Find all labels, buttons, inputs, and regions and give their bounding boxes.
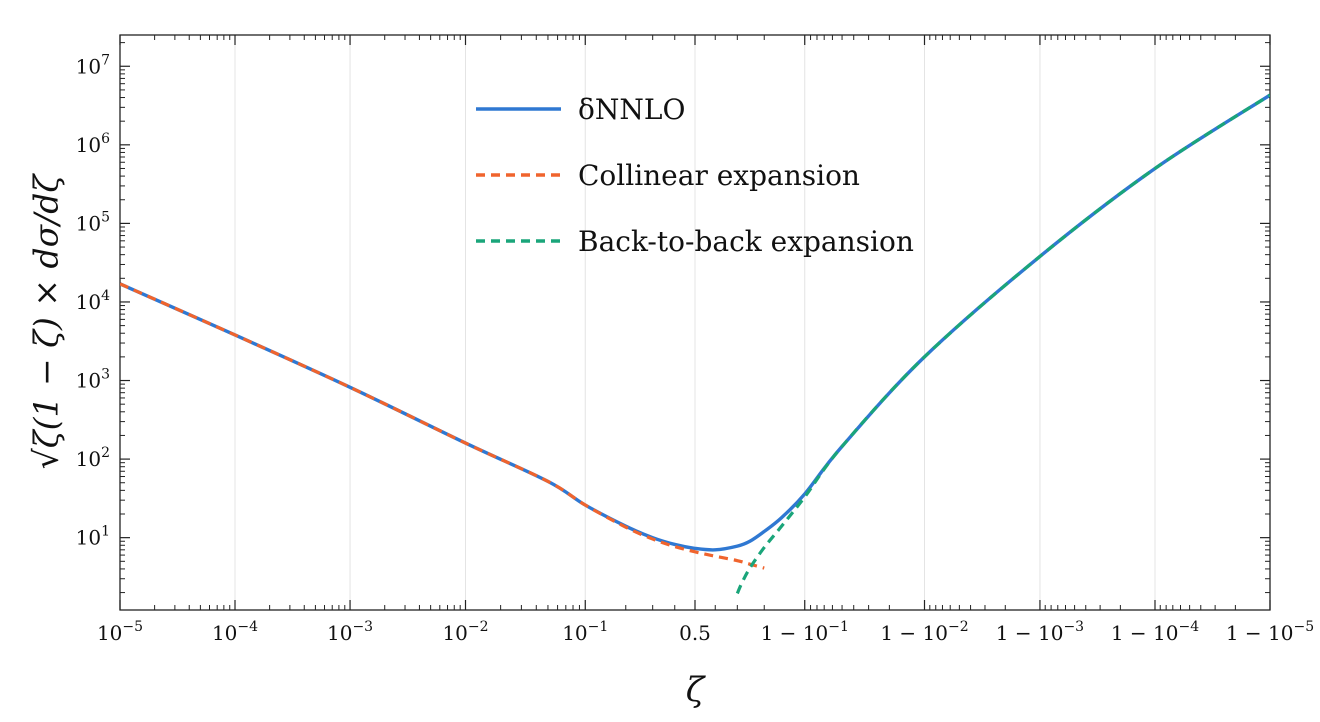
y-tick-label: 105 <box>76 209 110 235</box>
x-tick-label: 1 − 10−5 <box>1226 619 1314 645</box>
x-tick-label: 1 − 10−1 <box>761 619 849 645</box>
legend-delta-nnlo-label: δNNLO <box>578 93 685 126</box>
legend-back-to-back-expansion-label: Back-to-back expansion <box>578 225 914 258</box>
y-tick-label: 107 <box>76 52 110 78</box>
y-tick-label: 104 <box>76 288 110 314</box>
y-axis-label: √ζ(1 − ζ) × dσ/dζ <box>26 174 66 470</box>
x-tick-label: 10−1 <box>562 619 608 645</box>
x-tick-label: 1 − 10−2 <box>880 619 968 645</box>
x-tick-label: 1 − 10−4 <box>1111 619 1199 645</box>
back-to-back-expansion-line <box>735 93 1270 595</box>
x-tick-label: 10−5 <box>97 619 143 645</box>
collinear-expansion-line <box>120 282 765 570</box>
x-tick-label: 0.5 <box>679 621 711 645</box>
x-axis-label: ζ <box>685 670 705 710</box>
x-tick-label: 10−4 <box>212 619 258 645</box>
legend-collinear-expansion-label: Collinear expansion <box>578 159 860 192</box>
y-tick-label: 103 <box>76 367 110 393</box>
y-tick-label: 101 <box>76 524 110 550</box>
x-tick-label: 1 − 10−3 <box>996 619 1084 645</box>
x-tick-label: 10−2 <box>442 619 488 645</box>
y-tick-label: 102 <box>76 445 110 471</box>
plot-frame <box>119 34 1271 611</box>
y-tick-label: 106 <box>76 131 110 157</box>
x-tick-label: 10−3 <box>327 619 373 645</box>
